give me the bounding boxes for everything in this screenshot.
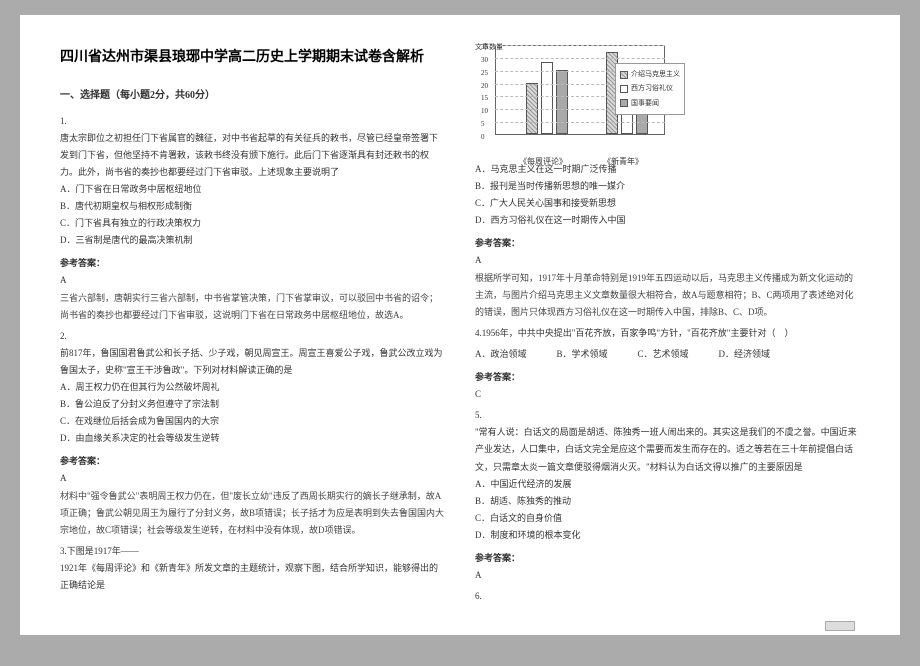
- q3-ans-label: 参考答案：: [475, 235, 860, 252]
- q2-num: 2.: [60, 328, 445, 345]
- q5-ans-label: 参考答案：: [475, 550, 860, 567]
- chart-ytick: 15: [481, 92, 488, 105]
- q5-num: 5.: [475, 407, 860, 424]
- q5-body: "常有人说：白话文的局面是胡适、陈独秀一班人闹出来的。其实这是我们的不虞之誉。中…: [475, 424, 860, 475]
- chart-ytick: 5: [481, 118, 485, 131]
- q4-opt-c: C．艺术领域: [638, 346, 689, 363]
- q2-body: 前817年，鲁国国君鲁武公和长子括、少子戏，朝见周宣王。周宣王喜爱公子戏，鲁武公…: [60, 345, 445, 379]
- q1-body: 唐太宗即位之初担任门下省属官的魏征，对中书省起草的有关征兵的敕书，尽管已经皇帝签…: [60, 130, 445, 181]
- chart-bar: [541, 62, 553, 134]
- chart-ytick: 25: [481, 67, 488, 80]
- legend-label: 西方习俗礼仪: [631, 82, 673, 95]
- q1-ans-label: 参考答案：: [60, 255, 445, 272]
- chart-bar: [556, 70, 568, 134]
- q4-ans: C: [475, 386, 860, 403]
- legend-swatch: [620, 99, 628, 107]
- q6-num: 6.: [475, 588, 860, 605]
- q4-opt-a: A．政治领域: [475, 346, 527, 363]
- q4-body: 1956年，中共中央提出"百花齐放，百家争鸣"方针，"百花齐放"主要针对（ ）: [482, 328, 794, 338]
- q1-opt-d: D．三省制是唐代的最高决策机制: [60, 232, 445, 249]
- chart-bar: [526, 83, 538, 134]
- q3-opt-c: C．广大人民关心国事和接受新思想: [475, 195, 860, 212]
- q1-opt-b: B．唐代初期皇权与相权形成制衡: [60, 198, 445, 215]
- q3-num: 3.下图是1917年——: [60, 543, 445, 560]
- q5-opt-b: B．胡适、陈独秀的推动: [475, 493, 860, 510]
- q4-num: 4.: [475, 328, 482, 338]
- q4-opt-b: B．学术领域: [557, 346, 608, 363]
- chart-ytick: 35: [481, 41, 488, 54]
- q1-num: 1.: [60, 113, 445, 130]
- q3-opt-d: D．西方习俗礼仪在这一时期传入中国: [475, 212, 860, 229]
- page-footer-stub: [825, 621, 855, 631]
- q2-opt-b: B．鲁公迫反了分封义务但遵守了宗法制: [60, 396, 445, 413]
- page-title: 四川省达州市渠县琅琊中学高二历史上学期期末试卷含解析: [60, 45, 445, 72]
- q2-ans-label: 参考答案：: [60, 453, 445, 470]
- q1-opt-c: C．门下省具有独立的行政决策权力: [60, 215, 445, 232]
- chart-ylabel: 文章数量: [475, 41, 503, 54]
- chart-ytick: 10: [481, 105, 488, 118]
- q5-ans: A: [475, 567, 860, 584]
- q3-ans: A: [475, 252, 860, 269]
- chart-gridline: [495, 122, 665, 123]
- q2-opt-c: C．在戏继位后括会成为鲁国国内的大宗: [60, 413, 445, 430]
- q2-opt-d: D．由血缘关系决定的社会等级发生逆转: [60, 430, 445, 447]
- chart-xlabel: 《新青年》: [603, 154, 643, 169]
- chart-legend: 介绍马克思主义西方习俗礼仪国事要闻: [615, 63, 685, 115]
- chart-gridline: [495, 58, 665, 59]
- q3-explain: 根据所学可知，1917年十月革命特别是1919年五四运动以后，马克思主义传播成为…: [475, 270, 860, 321]
- q1-explain: 三省六部制，唐朝实行三省六部制，中书省掌管决策，门下省掌审议，可以驳回中书省的诏…: [60, 290, 445, 324]
- q3-opt-b: B．报刊是当时传播新思想的唯一媒介: [475, 178, 860, 195]
- q1-opt-a: A．门下省在日常政务中居枢纽地位: [60, 181, 445, 198]
- bar-chart: 文章数量05101520253035《每周评论》《新青年》介绍马克思主义西方习俗…: [475, 45, 675, 155]
- chart-gridline: [495, 45, 665, 46]
- q2-opt-a: A．周王权力仍在但其行为公然破坏周礼: [60, 379, 445, 396]
- legend-label: 国事要闻: [631, 97, 659, 110]
- q3-body: 1921年《每周评论》和《新青年》所发文章的主题统计，观察下图，结合所学知识，能…: [60, 560, 445, 594]
- q1-ans: A: [60, 272, 445, 289]
- legend-label: 介绍马克思主义: [631, 68, 680, 81]
- q4-ans-label: 参考答案：: [475, 369, 860, 386]
- chart-ytick: 30: [481, 54, 488, 67]
- q5-opt-a: A．中国近代经济的发展: [475, 476, 860, 493]
- q4-opt-d: D．经济领域: [719, 346, 771, 363]
- q2-explain: 材料中"强令鲁武公"表明周王权力仍在，但"废长立幼"违反了西周长期实行的嫡长子继…: [60, 488, 445, 539]
- q2-ans: A: [60, 470, 445, 487]
- q5-opt-c: C．白话文的自身价值: [475, 510, 860, 527]
- section-heading: 一、选择题（每小题2分，共60分）: [60, 86, 445, 105]
- legend-swatch: [620, 71, 628, 79]
- chart-xlabel: 《每周评论》: [519, 154, 567, 169]
- legend-swatch: [620, 85, 628, 93]
- chart-ytick: 0: [481, 131, 485, 144]
- chart-ytick: 20: [481, 80, 488, 93]
- q4-line: 4.1956年，中共中央提出"百花齐放，百家争鸣"方针，"百花齐放"主要针对（ …: [475, 325, 860, 342]
- q5-opt-d: D．制度和环境的根本变化: [475, 527, 860, 544]
